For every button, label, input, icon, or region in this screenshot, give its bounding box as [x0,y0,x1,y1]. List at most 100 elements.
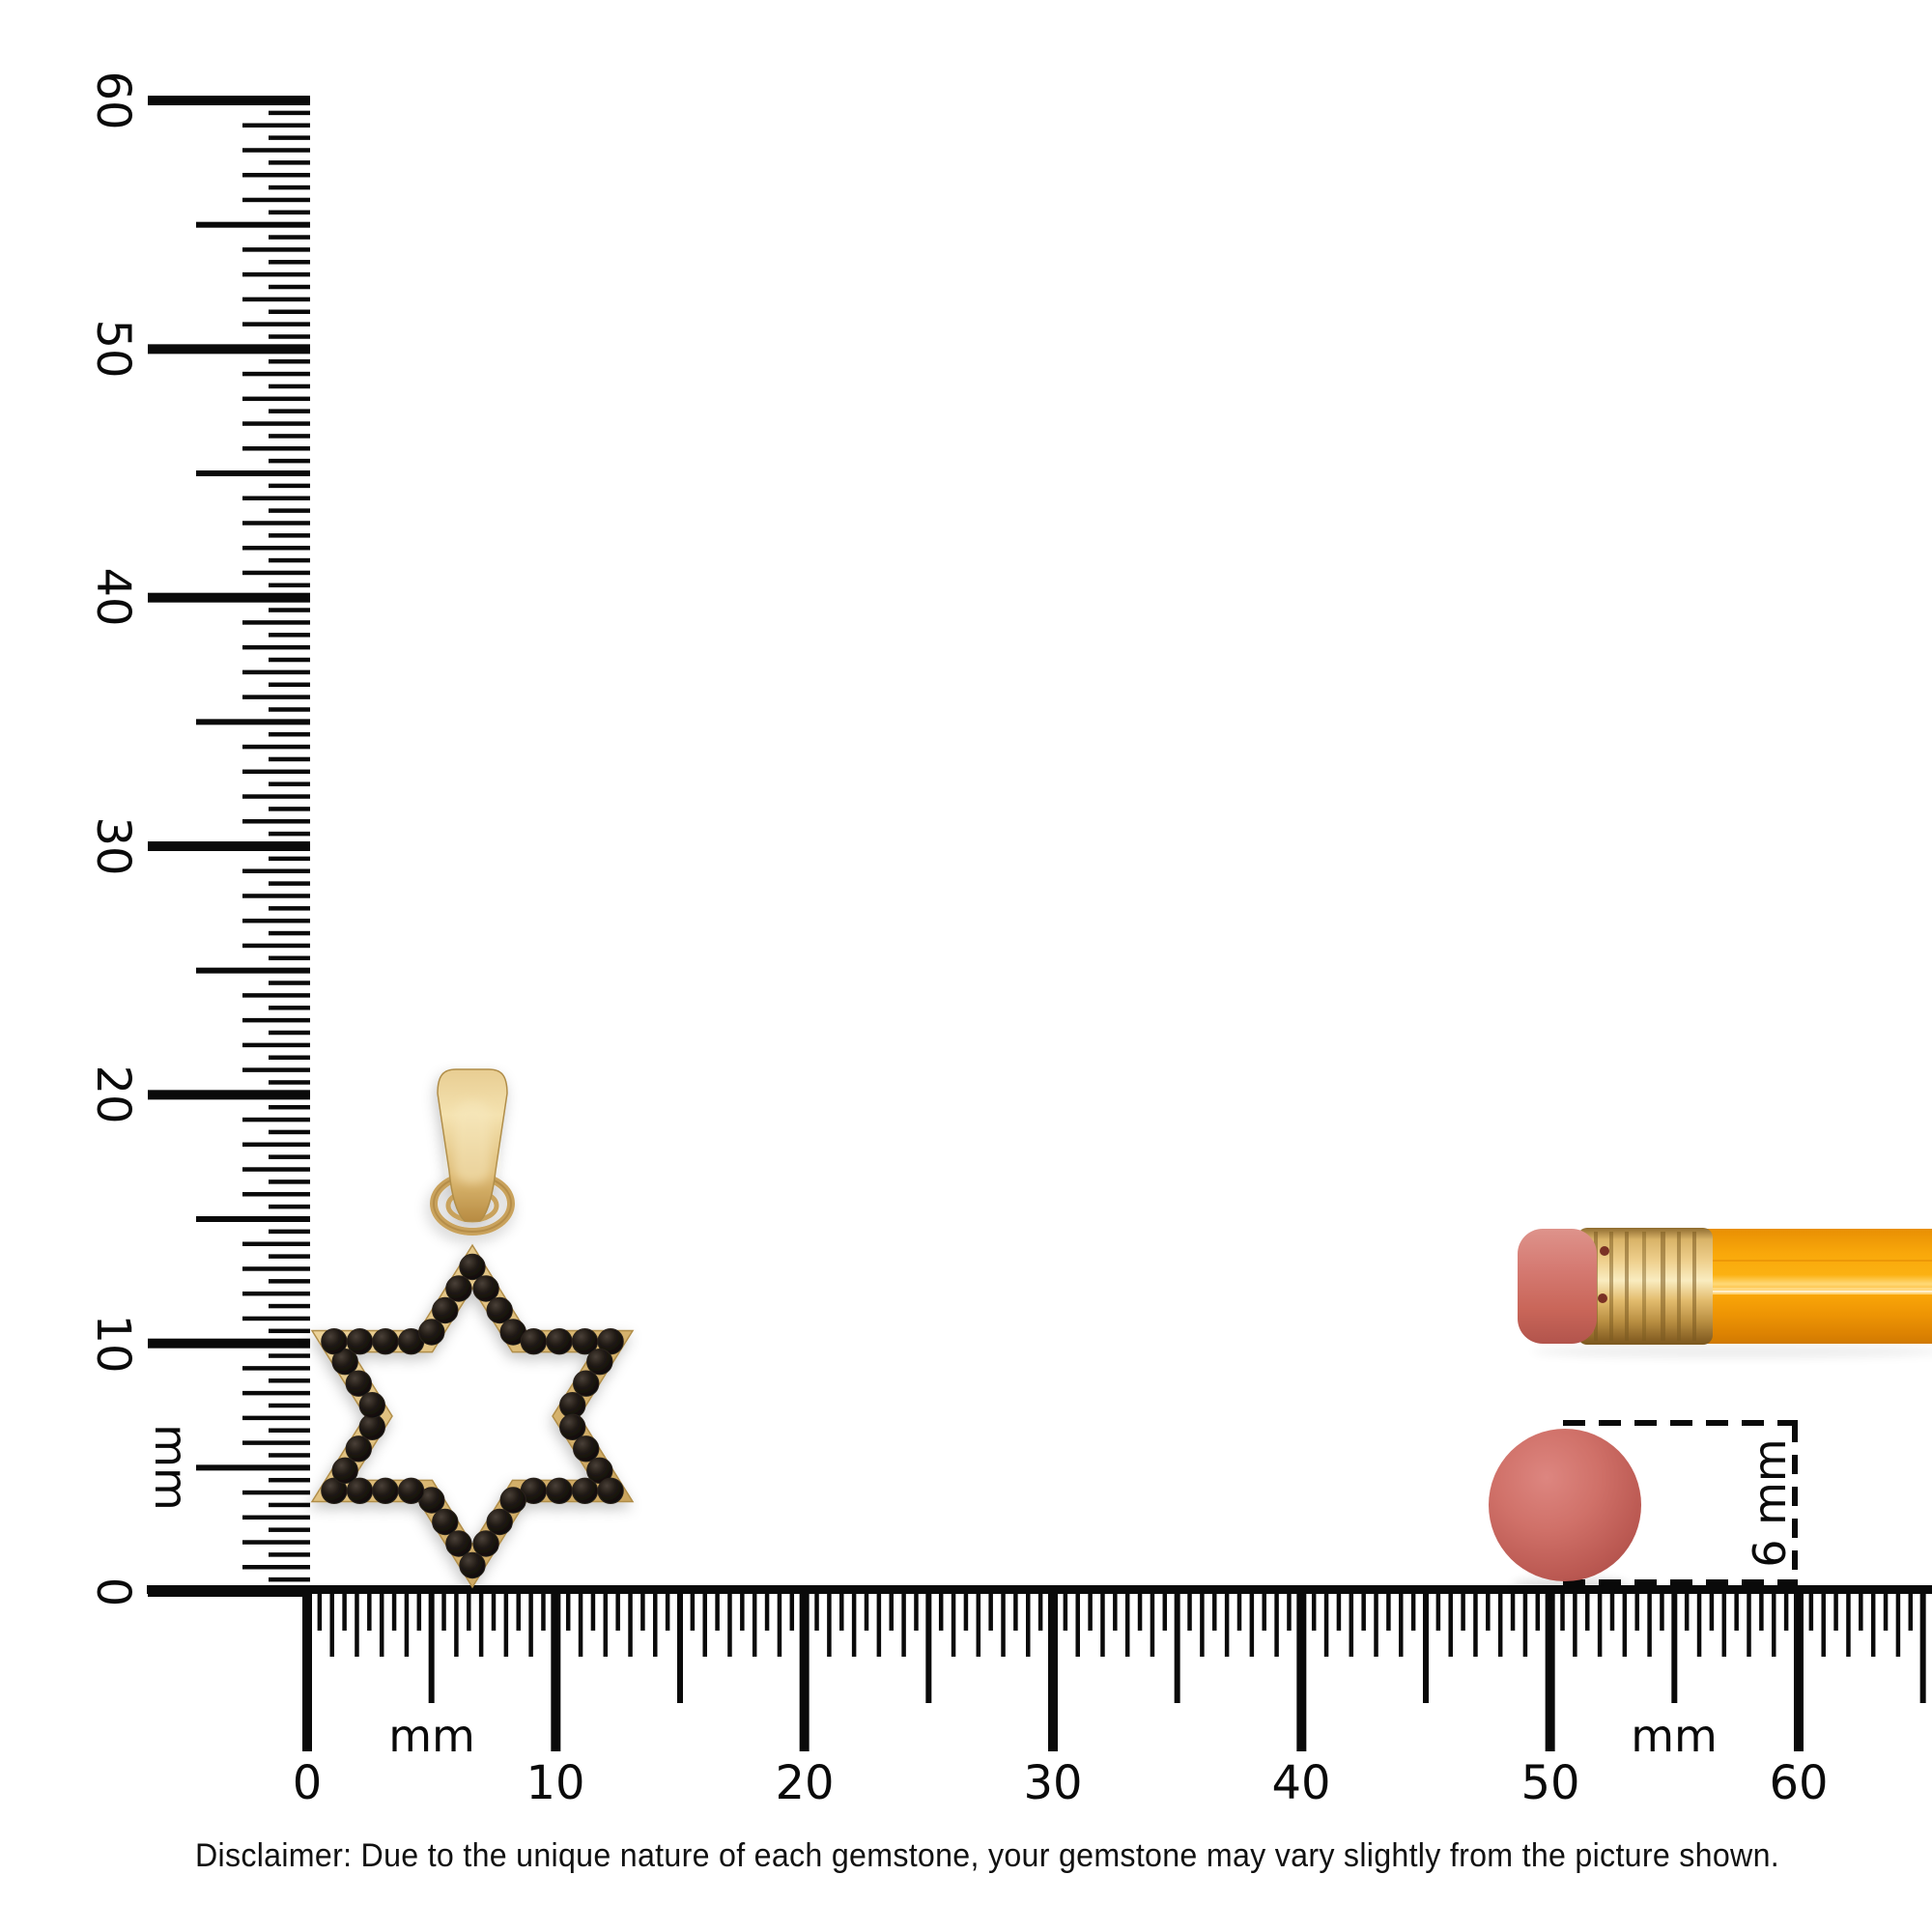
ruler-tick [1597,1589,1603,1657]
ruler-tick [242,172,310,178]
ruler-tick [269,1030,310,1036]
pencil-ferrule-crimp-dot [1600,1246,1609,1256]
ruler-tick [242,197,310,203]
ruler-tick [1908,1589,1914,1631]
ruler-tick [242,1490,310,1495]
ruler-tick [242,1266,310,1271]
ruler-tick [1422,1589,1429,1703]
ruler-tick [269,384,310,389]
black-stone [372,1328,399,1355]
ruler-tick [1037,1589,1043,1631]
black-stone [432,1296,459,1324]
ruler-tick [491,1589,497,1631]
vertical-ruler-label-60: 60 [86,71,140,129]
ruler-tick [478,1589,484,1657]
ruler-tick [1349,1589,1354,1657]
ruler-tick [1162,1589,1168,1631]
ruler-tick [1821,1589,1826,1657]
ruler-tick [1560,1589,1565,1631]
ruler-tick [1535,1589,1541,1631]
black-stone [459,1551,486,1579]
black-stone [597,1477,624,1505]
ruler-tick [242,769,310,775]
ruler-tick [590,1589,596,1631]
measurement-box: 6 mm [1563,1420,1798,1585]
black-stone [432,1508,459,1536]
horizontal-ruler-ticks [302,1589,1926,1751]
ruler-tick [1262,1589,1266,1631]
ruler-tick [1287,1589,1292,1631]
ruler-tick [242,1540,310,1545]
ruler-tick [839,1589,844,1631]
ruler-tick [148,841,310,852]
ruler-tick [242,446,310,451]
ruler-tick [1634,1589,1639,1631]
horizontal-ruler-unit-label-right: mm [1631,1710,1718,1762]
ruler-tick [196,1216,310,1223]
gemstone-circle [1489,1429,1641,1581]
ruler-tick [242,1067,310,1072]
ruler-tick [269,533,310,538]
ruler-tick [789,1589,795,1631]
ruler-tick [1709,1589,1715,1631]
ruler-tick [242,297,310,302]
ruler-tick [1846,1589,1851,1657]
black-stone [321,1477,348,1505]
ruler-tick [1895,1589,1901,1657]
ruler-tick [242,545,310,551]
ruler-tick [503,1589,509,1657]
ruler-tick [603,1589,609,1657]
black-stone [418,1319,445,1346]
ruler-tick [1870,1589,1876,1657]
ruler-tick [317,1589,323,1631]
ruler-tick [1759,1589,1764,1631]
ruler-tick [269,1204,310,1209]
ruler-tick [578,1589,583,1657]
ruler-tick [269,1453,310,1458]
ruler-tick [269,508,310,513]
ruler-tick [242,1017,310,1023]
ruler-tick [1088,1589,1093,1631]
ruler-tick [269,110,310,116]
ruler-tick [242,496,310,500]
ruler-tick [1311,1589,1317,1631]
ruler-tick [342,1589,347,1631]
ruler-tick [702,1589,707,1657]
ruler-tick [541,1589,546,1631]
horizontal-ruler-label-20: 20 [775,1756,834,1810]
ruler-tick [242,1415,310,1421]
horizontal-ruler-label-10: 10 [526,1756,584,1810]
ruler-tick [148,1338,310,1349]
vertical-ruler-label-50: 50 [86,319,140,378]
ruler-tick [727,1589,732,1657]
ruler-tick [242,1291,310,1296]
ruler-tick [269,1477,310,1483]
disclaimer-text: Disclaimer: Due to the unique nature of … [195,1837,1779,1874]
ruler-tick [242,396,310,402]
ruler-tick [1747,1589,1751,1657]
ruler-tick [269,831,310,837]
black-stone [331,1349,358,1376]
vertical-ruler-unit-label: mm [145,1424,197,1511]
ruler-tick [196,221,310,228]
ruler-tick [752,1589,757,1657]
star-pave-stones [321,1253,624,1579]
ruler-tick [951,1589,956,1657]
ruler-tick [242,868,310,873]
ruler-tick [269,1254,310,1259]
ruler-tick [242,1142,310,1148]
ruler-tick [269,1080,310,1085]
ruler-tick [988,1589,993,1631]
black-stone [559,1413,586,1441]
black-stone [546,1328,573,1355]
ruler-tick [1026,1589,1031,1657]
ruler-tick [640,1589,645,1631]
ruler-tick [1374,1589,1378,1657]
ruler-tick [851,1589,857,1657]
ruler-tick [1323,1589,1329,1657]
ruler-tick [242,148,310,153]
ruler-tick [269,260,310,265]
pencil-shadow [1531,1345,1932,1358]
ruler-tick [1410,1589,1416,1631]
ruler-tick [528,1589,533,1657]
